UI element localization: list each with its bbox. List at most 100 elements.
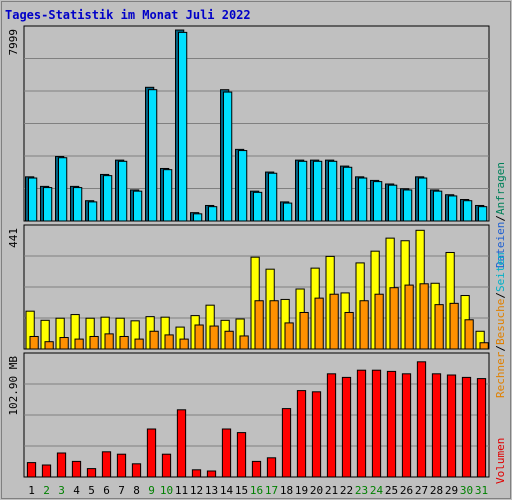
bar-volumen (56, 452, 67, 478)
bar-volumen (401, 373, 412, 478)
bar-volumen (326, 373, 337, 478)
day-label-29: 29 (445, 484, 458, 497)
day-label-12: 12 (190, 484, 203, 497)
bar-volumen (116, 453, 127, 478)
day-label-1: 1 (28, 484, 35, 497)
bar-volumen (461, 376, 472, 478)
day-label-6: 6 (103, 484, 110, 497)
bar-dateien (238, 150, 248, 222)
x-axis-labels: 1 2 3 4 5 6 7 8 9 10 11 12 13 14 15 16 17 18 19 20 21 22 23 24 2… (28, 484, 488, 497)
day-label-5: 5 (88, 484, 95, 497)
panel-volume: 102.90 MB (7, 352, 490, 478)
bar-volumen (251, 460, 262, 478)
day-label-11: 11 (175, 484, 188, 497)
bar-besuche (374, 293, 384, 350)
bar-besuche (164, 334, 174, 350)
bar-besuche (29, 335, 39, 350)
day-label-4: 4 (73, 484, 80, 497)
day-label-23: 23 (355, 484, 368, 497)
bar-dateien (88, 201, 98, 222)
bar-besuche (119, 335, 129, 350)
legend-seiten: Seiten (494, 252, 507, 293)
bar-besuche (104, 333, 114, 350)
y-max-label: 441 (7, 228, 20, 248)
bar-volumen (191, 469, 202, 478)
bar-volumen (221, 428, 232, 478)
bar-volumen (266, 457, 277, 478)
legend-sep: / (494, 215, 507, 222)
bar-dateien (178, 31, 188, 222)
bar-dateien (118, 160, 128, 222)
bar-dateien (193, 213, 203, 222)
legend-rechner: Rechner (494, 351, 507, 398)
legend-volumen: Volumen (494, 437, 507, 484)
bar-besuche (194, 324, 204, 350)
bar-dateien (448, 195, 458, 222)
bar-dateien (298, 160, 308, 222)
bar-dateien (418, 177, 428, 222)
bar-dateien (253, 191, 263, 222)
bar-volumen (41, 464, 52, 478)
bar-dateien (343, 166, 353, 222)
bar-dateien (328, 160, 338, 222)
bar-besuche (359, 300, 369, 350)
bar-volumen (206, 470, 217, 478)
bar-volumen (341, 376, 352, 478)
bar-dateien (268, 172, 278, 222)
panel-hits: 7999 (7, 25, 490, 222)
bar-besuche (434, 304, 444, 350)
bar-dateien (223, 91, 233, 222)
bar-dateien (73, 187, 83, 222)
legend-anfragen: Anfragen (494, 162, 507, 216)
bar-volumen (101, 451, 112, 478)
day-label-7: 7 (118, 484, 125, 497)
bar-besuche (329, 293, 339, 350)
bar-dateien (463, 200, 473, 222)
bar-dateien (358, 177, 368, 222)
bar-besuche (419, 283, 429, 350)
bar-volumen (146, 428, 157, 478)
day-label-17: 17 (265, 484, 278, 497)
bar-besuche (479, 342, 489, 350)
bar-dateien (388, 184, 398, 222)
bar-dateien (373, 181, 383, 222)
bar-dateien (283, 202, 293, 222)
bar-dateien (133, 190, 143, 222)
bar-dateien (163, 169, 173, 222)
bar-besuche (449, 302, 459, 350)
bar-volumen (296, 390, 307, 478)
bar-besuche (344, 311, 354, 350)
day-label-9: 9 (148, 484, 155, 497)
bar-volumen (161, 453, 172, 478)
day-label-24: 24 (370, 484, 384, 497)
bar-volumen (386, 370, 397, 478)
bar-besuche (314, 297, 324, 350)
legend-sep: / (494, 345, 507, 352)
bar-volumen (371, 369, 382, 478)
bar-besuche (44, 341, 54, 350)
bar-volumen (131, 463, 142, 478)
day-label-27: 27 (415, 484, 428, 497)
bar-besuche (89, 335, 99, 350)
day-label-26: 26 (400, 484, 413, 497)
bar-besuche (74, 338, 84, 350)
bar-volumen (26, 462, 37, 478)
panel-visits: 441 (7, 224, 490, 350)
day-label-2: 2 (43, 484, 50, 497)
bar-dateien (103, 175, 113, 222)
bar-besuche (134, 338, 144, 350)
bar-volumen (446, 374, 457, 478)
bar-dateien (313, 160, 323, 222)
day-label-20: 20 (310, 484, 323, 497)
bar-dateien (43, 187, 53, 222)
day-label-30: 30 (460, 484, 473, 497)
bar-dateien (58, 157, 68, 222)
day-label-14: 14 (220, 484, 234, 497)
bar-besuche (284, 322, 294, 350)
y-max-label: 102.90 MB (7, 356, 20, 416)
bar-besuche (239, 335, 249, 350)
